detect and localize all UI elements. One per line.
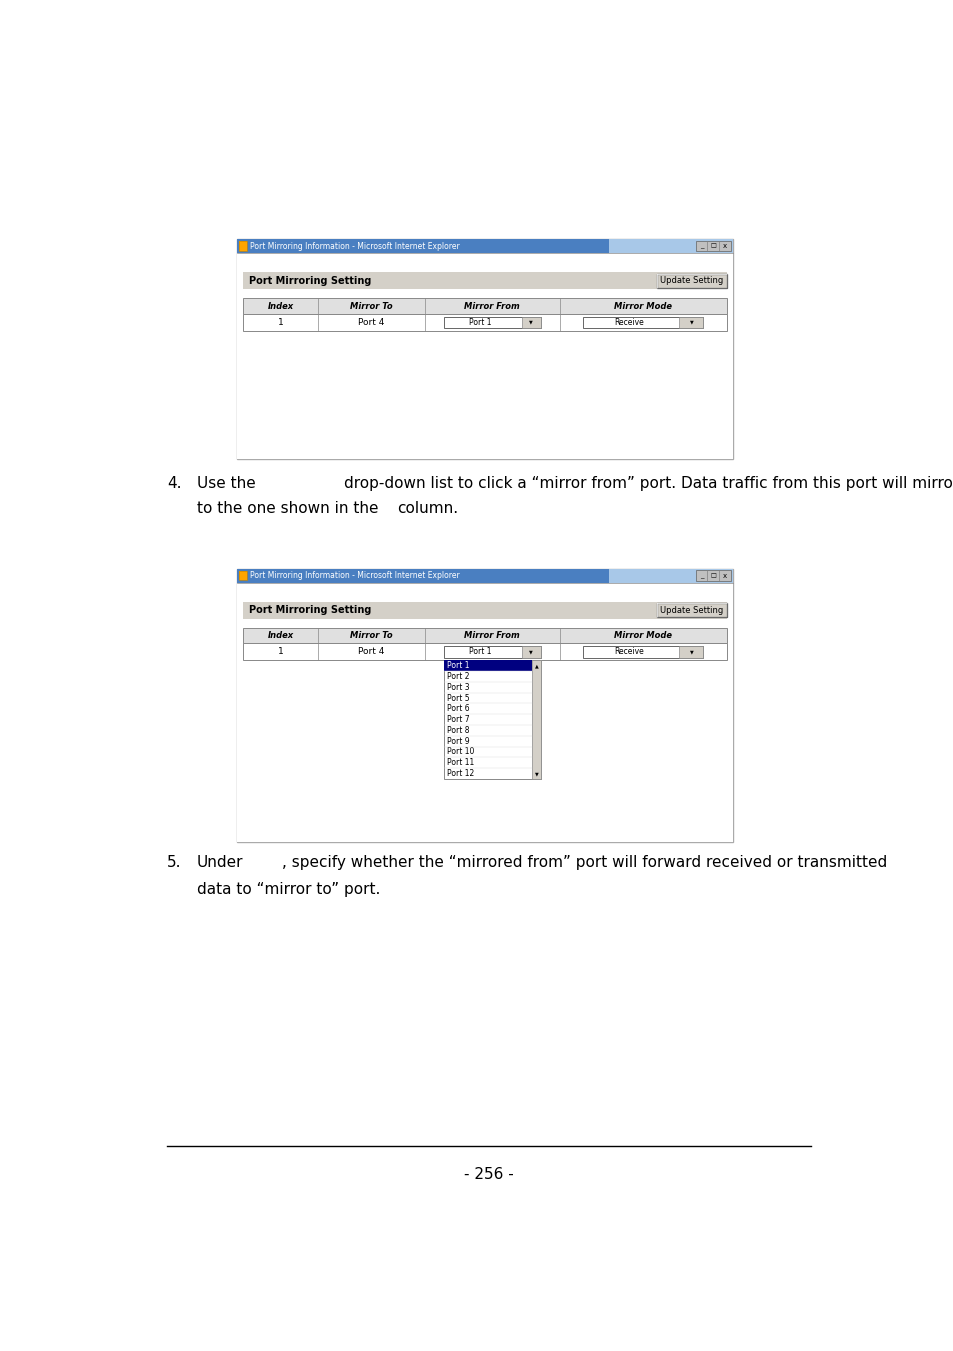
Bar [243,313,726,331]
Text: Port 12: Port 12 [446,769,474,778]
Text: _: _ [700,573,702,578]
Text: Receive: Receive [614,317,643,327]
Text: Port 3: Port 3 [446,682,469,692]
Text: Port Mirroring Setting: Port Mirroring Setting [249,276,372,285]
Text: Update Setting: Update Setting [659,276,722,285]
Bar [608,239,732,253]
Bar [657,604,726,617]
Text: Mirror Mode: Mirror Mode [614,631,672,640]
Text: Port 10: Port 10 [446,747,474,757]
Text: 4.: 4. [167,476,182,490]
Text: Mirror From: Mirror From [464,301,519,311]
Text: ▼: ▼ [689,650,693,654]
Bar [243,628,726,643]
Text: Mirror Mode: Mirror Mode [614,301,672,311]
Bar [582,316,702,328]
Bar [443,661,531,671]
Text: Port Mirroring Information - Microsoft Internet Explorer: Port Mirroring Information - Microsoft I… [250,242,459,250]
Bar [236,239,732,458]
Bar [239,571,247,580]
Text: ▲: ▲ [534,663,537,669]
Text: Under: Under [196,855,243,870]
Text: Port 1: Port 1 [469,317,492,327]
Bar [695,570,731,581]
Bar [521,316,540,328]
Text: - 256 -: - 256 - [463,1167,514,1182]
Text: data to “mirror to” port.: data to “mirror to” port. [196,882,379,897]
Text: Index: Index [268,631,294,640]
Text: Update Setting: Update Setting [659,605,722,615]
Bar [243,273,726,289]
Text: Receive: Receive [614,647,643,657]
Text: Port 11: Port 11 [446,758,474,767]
Text: Mirror To: Mirror To [350,301,393,311]
Bar [236,582,732,842]
Bar [443,316,540,328]
Text: Index: Index [268,301,294,311]
Bar [531,661,540,780]
Text: ▼: ▼ [689,320,693,324]
Text: Port 6: Port 6 [446,704,469,713]
Text: Mirror From: Mirror From [464,631,519,640]
Bar [239,571,247,580]
Bar [679,646,702,658]
Text: Port Mirroring Setting: Port Mirroring Setting [249,605,372,615]
Text: ▼: ▼ [529,650,533,654]
Bar [582,646,702,658]
Text: ▼: ▼ [529,320,533,324]
Bar [679,316,702,328]
Text: x: x [722,573,726,578]
Bar [657,274,726,288]
Bar [236,239,608,253]
Text: □: □ [710,243,716,249]
Text: Port 8: Port 8 [446,725,469,735]
Text: Port 2: Port 2 [446,671,469,681]
Text: drop-down list to click a “mirror from” port. Data traffic from this port will m: drop-down list to click a “mirror from” … [344,476,953,490]
Text: Port 9: Port 9 [446,736,469,746]
Text: 5.: 5. [167,855,182,870]
Bar [243,299,726,313]
Bar [236,253,732,458]
Text: Use the: Use the [196,476,255,490]
Text: Mirror To: Mirror To [350,631,393,640]
Text: Port 4: Port 4 [357,317,384,327]
Bar [243,601,726,619]
Text: Port 5: Port 5 [446,693,469,703]
Bar [243,643,726,661]
Bar [236,569,608,582]
Bar [443,646,540,658]
Text: column.: column. [396,501,457,516]
Text: x: x [722,243,726,249]
Text: ▼: ▼ [534,771,537,775]
Text: Port 1: Port 1 [469,647,492,657]
Bar [236,569,732,842]
Bar [521,646,540,658]
Text: □: □ [710,573,716,578]
Bar [443,661,540,780]
Text: _: _ [700,243,702,249]
Text: 1: 1 [277,647,283,657]
Text: , specify whether the “mirrored from” port will forward received or transmitted: , specify whether the “mirrored from” po… [282,855,886,870]
Text: Port 4: Port 4 [357,647,384,657]
Bar [608,569,732,582]
Bar [239,242,247,251]
Text: Port Mirroring Information - Microsoft Internet Explorer: Port Mirroring Information - Microsoft I… [250,571,459,580]
Bar [239,242,247,251]
Text: 1: 1 [277,317,283,327]
Text: Port 7: Port 7 [446,715,469,724]
Text: Port 1: Port 1 [446,661,469,670]
Text: to the one shown in the: to the one shown in the [196,501,377,516]
Bar [695,240,731,251]
